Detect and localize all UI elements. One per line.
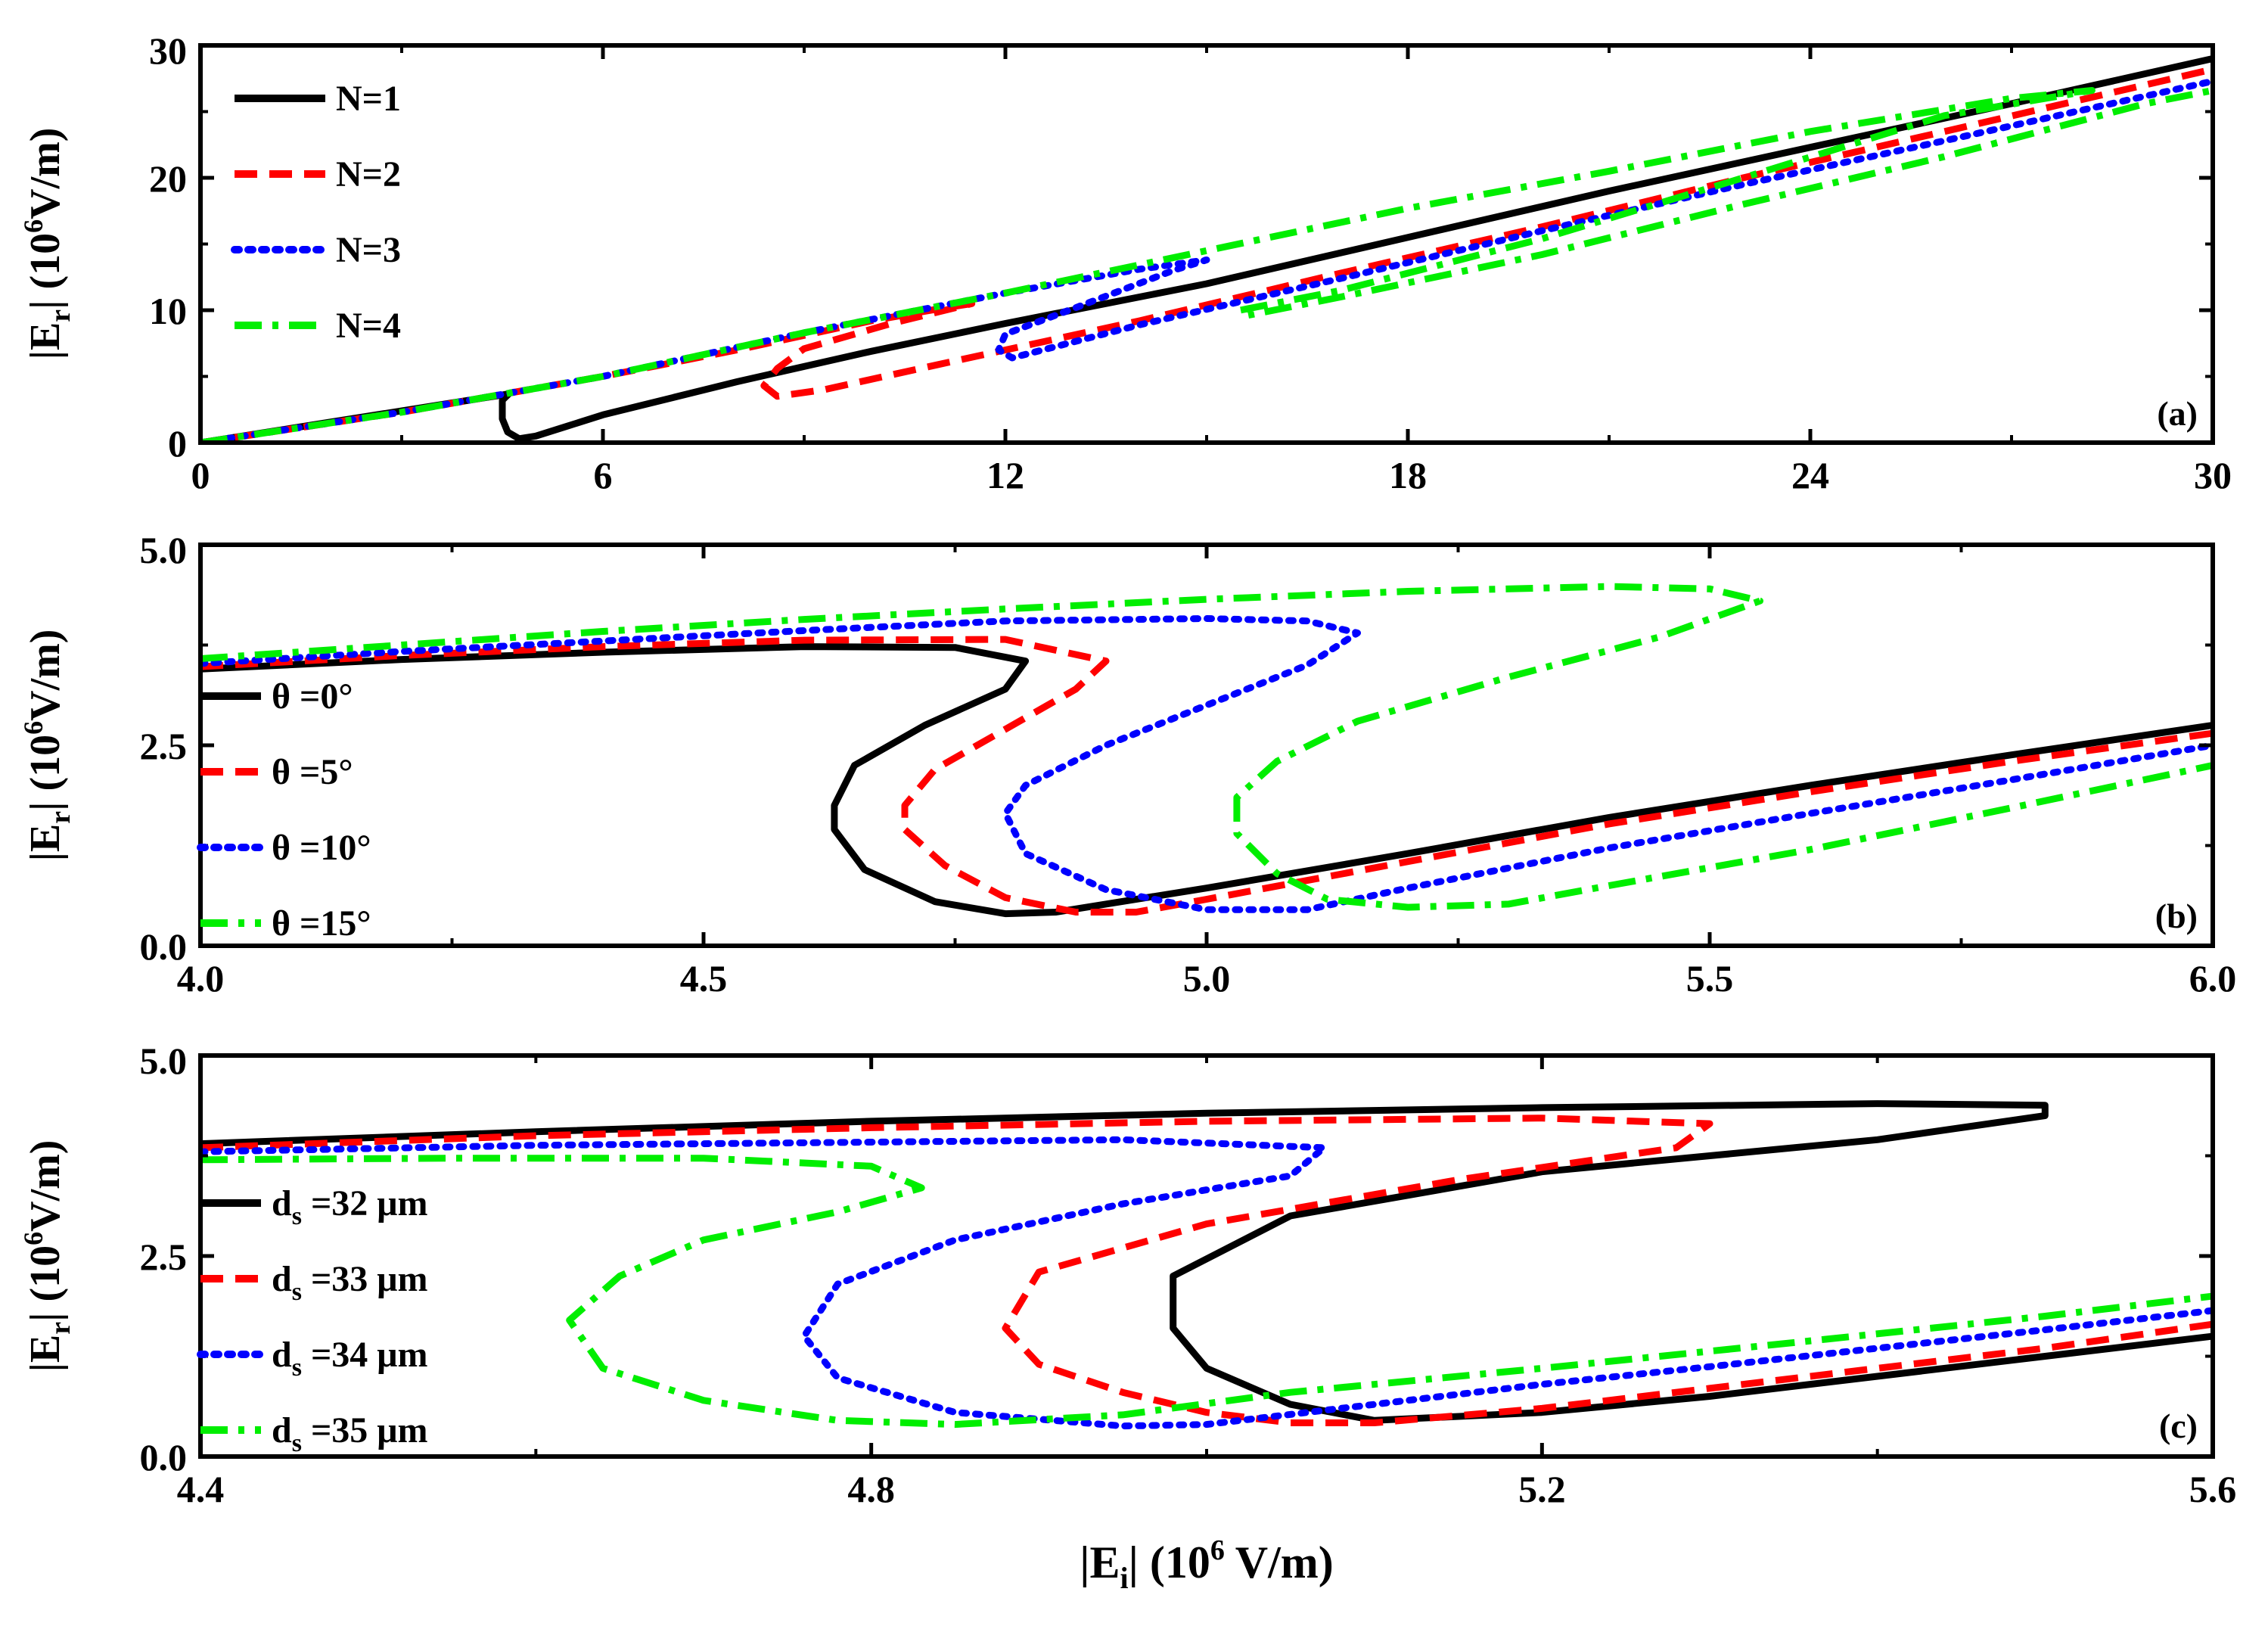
panel-c-xtick-label: 4.4	[177, 1468, 225, 1510]
panel-c-series-2-line	[200, 1115, 2213, 1426]
panel-a-xtick-label: 30	[2194, 454, 2232, 496]
panel-b-legend-label-4: θ =15°	[272, 903, 371, 944]
panel-c-legend-label-2: ds =33 μm	[272, 1259, 428, 1306]
panel-c-xtick-label: 5.6	[2189, 1468, 2237, 1510]
panel-a-frame	[198, 43, 2215, 445]
panel-a-ytick-label: 0	[168, 422, 187, 465]
panel-b-series-4-line	[200, 583, 2213, 911]
panel-b-series-2-line	[200, 636, 2213, 916]
panel-a-series-4-line	[200, 87, 2213, 443]
panel-a-ylabel: |Er| (106V/m)	[18, 128, 76, 360]
panel-a-ytick-label: 30	[149, 30, 187, 72]
panel-a-legend-label-2: N=2	[336, 154, 401, 194]
panel-c-ytick-label: 2.5	[140, 1236, 188, 1278]
panel-c-ytick-label: 0.0	[140, 1436, 188, 1478]
panel-a-legend-label-4: N=4	[336, 306, 401, 346]
panel-b-legend-label-3: θ =10°	[272, 828, 371, 868]
panel-c-legend: ds =32 μm ds =33 μm ds =34 μm ds =35 μm	[197, 1183, 428, 1457]
panel-b-series-1-line	[200, 643, 2213, 918]
panel-a-xtick-label: 18	[1389, 454, 1427, 496]
panel-c-legend-label-1: ds =32 μm	[272, 1183, 428, 1230]
panel-a-series-1-line	[200, 55, 2213, 443]
panel-c-xtick-label: 4.8	[847, 1468, 895, 1510]
panel-b-xtick-label: 6.0	[2189, 957, 2237, 1000]
panel-b-xtick-label: 4.0	[177, 957, 225, 1000]
panel-c-series-3-line	[200, 1136, 2213, 1430]
panel-b-legend-label-2: θ =5°	[272, 752, 353, 792]
panel-c-ytick-label: 5.0	[140, 1040, 188, 1082]
panel-a-xtick-label: 12	[986, 454, 1024, 496]
panel-a-legend-label-3: N=3	[336, 230, 401, 270]
panel-b: 4.0 4.5 5.0 5.5 6.0 0.0 2.5 5.0 |Er| (106V/m) (…	[18, 529, 2236, 1000]
panel-a-xtick-label: 6	[594, 454, 613, 496]
panel-b-ytick-label: 0.0	[140, 925, 188, 968]
panel-c-series-1-line	[200, 1100, 2213, 1424]
panel-c-ylabel: |Er| (106V/m)	[18, 1140, 76, 1373]
panel-b-xtick-label: 5.5	[1686, 957, 1734, 1000]
panel-a-xtick-label: 24	[1791, 454, 1829, 496]
panel-a-ytick-label: 20	[149, 157, 187, 200]
panel-a-series-3-line	[200, 77, 2213, 443]
panel-b-legend: θ =0° θ =5° θ =10° θ =15°	[197, 676, 371, 944]
panel-b-xtick-label: 5.0	[1183, 957, 1231, 1000]
panel-a-legend-label-1: N=1	[336, 79, 401, 119]
panel-c-legend-label-3: ds =34 μm	[272, 1335, 428, 1382]
panel-b-ytick-label: 5.0	[140, 529, 188, 571]
panel-a-legend: N=1 N=2 N=3 N=4	[231, 79, 401, 346]
panel-b-tag: (b)	[2155, 897, 2198, 935]
panel-a-ytick-label: 10	[149, 290, 187, 332]
panel-c-tag: (c)	[2159, 1407, 2198, 1445]
panel-a-tag: (a)	[2157, 394, 2198, 433]
panel-a-xtick-label: 0	[191, 454, 210, 496]
panel-c: 4.4 4.8 5.2 5.60.02.55.0 |Er| (106V/m) (c) …	[18, 1040, 2236, 1510]
panel-b-ylabel: |Er| (106V/m)	[18, 630, 76, 862]
panel-b-legend-label-1: θ =0°	[272, 676, 353, 717]
panel-c-xtick-label: 5.2	[1518, 1468, 1566, 1510]
panel-b-xtick-label: 4.5	[680, 957, 728, 1000]
panel-c-legend-label-4: ds =35 μm	[272, 1410, 428, 1457]
panel-b-series-3-line	[200, 615, 2213, 913]
x-axis-label: |Ei| (106 V/m)	[1080, 1534, 1333, 1595]
panel-b-ytick-label: 2.5	[140, 725, 188, 767]
panel-c-series-4-line	[200, 1155, 2213, 1429]
